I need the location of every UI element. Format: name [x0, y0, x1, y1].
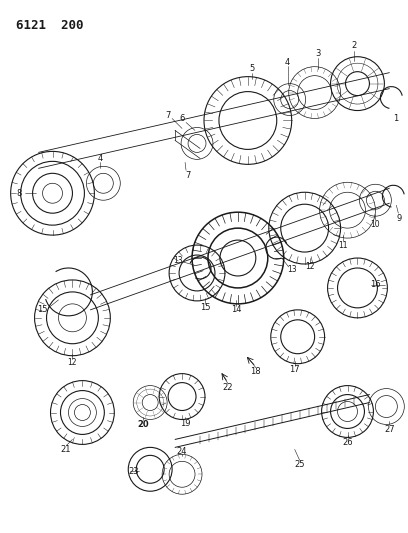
Text: 17: 17: [289, 365, 300, 374]
Text: 5: 5: [249, 64, 255, 73]
Text: 16: 16: [370, 280, 381, 289]
Text: 12: 12: [68, 358, 77, 367]
Text: 20: 20: [137, 420, 149, 429]
Text: 13: 13: [287, 265, 297, 274]
Text: 10: 10: [370, 220, 380, 229]
Text: 2: 2: [352, 41, 357, 50]
Text: 23: 23: [128, 467, 139, 476]
Text: 7: 7: [185, 171, 191, 180]
Text: 25: 25: [295, 460, 305, 469]
Text: 7: 7: [165, 111, 171, 120]
Text: 21: 21: [60, 445, 71, 454]
Text: 24: 24: [177, 447, 187, 456]
Text: 3: 3: [315, 49, 320, 58]
Text: 18: 18: [251, 367, 261, 376]
Text: 15: 15: [37, 305, 48, 314]
Text: 26: 26: [342, 438, 353, 447]
Text: 1: 1: [393, 114, 398, 123]
Text: 27: 27: [384, 425, 395, 434]
Text: 12: 12: [305, 262, 315, 271]
Text: 8: 8: [16, 189, 21, 198]
Text: 6121  200: 6121 200: [16, 19, 83, 32]
Text: 13: 13: [173, 255, 183, 264]
Text: 22: 22: [223, 383, 233, 392]
Text: 19: 19: [180, 419, 190, 428]
Text: 4: 4: [98, 154, 103, 163]
Text: 15: 15: [200, 303, 210, 312]
Text: 11: 11: [338, 240, 347, 249]
Text: 6: 6: [180, 114, 185, 123]
Text: 14: 14: [231, 305, 241, 314]
Text: 9: 9: [397, 214, 402, 223]
Text: 4: 4: [285, 58, 290, 67]
